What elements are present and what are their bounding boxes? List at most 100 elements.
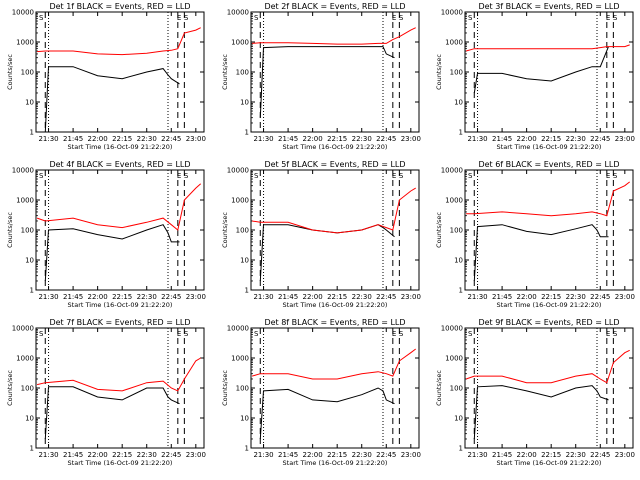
x-tick-label: 23:00 [615,293,635,301]
event-marker-label: E [606,172,610,180]
x-axis-label: Start Time (16-Oct-09 21:22:20) [68,143,173,151]
event-marker-label: S [254,14,259,22]
x-tick-label: 22:15 [541,135,561,143]
events-series-line [473,46,609,94]
x-tick-label: 22:00 [303,135,323,143]
event-marker-label: S [613,14,618,22]
y-tick-label: 10000 [441,9,463,17]
y-tick-label: 1000 [16,39,34,47]
y-axis-label: Counts/sec [435,54,443,90]
x-tick-label: 22:00 [88,293,108,301]
x-tick-label: 22:30 [137,451,157,459]
panel-title: Det 7f BLACK = Events, RED = LLD [49,318,190,327]
x-tick-label: 22:15 [112,293,132,301]
x-tick-label: 22:45 [376,135,396,143]
x-tick-label: 22:45 [161,451,181,459]
x-tick-label: 22:30 [566,451,586,459]
plot-frame [464,327,634,449]
event-marker-label: S [184,330,189,338]
y-tick-label: 100 [450,227,463,235]
plot-frame [464,169,634,291]
event-marker-label: S [613,172,618,180]
x-tick-label: 21:30 [38,135,58,143]
lld-series-line [37,27,201,56]
y-axis-label: Counts/sec [6,54,14,90]
x-tick-label: 23:00 [186,451,206,459]
x-axis-label: Start Time (16-Oct-09 21:22:20) [283,301,388,309]
panel-title: Det 4f BLACK = Events, RED = LLD [49,160,190,169]
y-tick-label: 1000 [16,197,34,205]
plot-frame [35,169,205,291]
x-axis-label: Start Time (16-Oct-09 21:22:20) [497,143,602,151]
event-marker-label: S [184,172,189,180]
y-tick-label: 1 [30,287,34,295]
event-marker-label: E [177,172,181,180]
x-tick-label: 22:15 [327,451,347,459]
plot-frame [250,169,420,291]
y-tick-label: 1 [459,287,463,295]
lld-series-line [465,44,630,52]
y-tick-label: 10000 [12,9,34,17]
y-tick-label: 1 [459,445,463,453]
y-tick-label: 1000 [445,39,463,47]
plot-frame [250,11,420,133]
x-tick-label: 21:45 [492,451,512,459]
x-tick-label: 23:00 [186,135,206,143]
lld-series-line [36,357,201,392]
event-marker-label: S [184,14,189,22]
y-tick-label: 10000 [12,167,34,175]
det-panel: Det 1f BLACK = Events, RED = LLD Start Ti… [6,2,206,151]
events-series-line [259,46,395,118]
x-tick-label: 21:45 [63,293,83,301]
y-axis-label: Counts/sec [221,370,229,406]
event-marker-label: E [177,14,181,22]
det-panel: Det 4f BLACK = Events, RED = LLD Start Ti… [6,160,206,309]
x-tick-label: 21:45 [278,293,298,301]
y-tick-label: 10 [25,415,34,423]
event-marker-label: E [177,330,181,338]
event-marker-label: S [613,330,618,338]
y-tick-label: 10000 [441,167,463,175]
det-panel: Det 5f BLACK = Events, RED = LLD Start Ti… [221,160,421,309]
x-tick-label: 23:00 [401,135,421,143]
event-marker-label: E [392,330,396,338]
lld-series-line [251,348,417,380]
x-tick-label: 23:00 [401,451,421,459]
x-tick-label: 22:45 [161,293,181,301]
x-tick-label: 22:30 [137,293,157,301]
x-tick-label: 21:30 [38,293,58,301]
x-tick-label: 22:45 [376,293,396,301]
x-tick-label: 21:30 [467,451,487,459]
y-tick-label: 10000 [12,325,34,333]
event-marker-label: E [392,14,396,22]
y-tick-label: 100 [21,69,34,77]
det-panel: Det 6f BLACK = Events, RED = LLD Start Ti… [435,160,635,309]
x-tick-label: 22:45 [376,451,396,459]
y-tick-label: 1000 [231,39,249,47]
y-tick-label: 100 [21,227,34,235]
events-series-line [44,224,180,282]
y-tick-label: 1000 [231,355,249,363]
x-tick-label: 21:45 [278,451,298,459]
x-tick-label: 21:45 [492,135,512,143]
y-axis-label: Counts/sec [221,54,229,90]
x-tick-label: 22:00 [88,135,108,143]
panel-title: Det 3f BLACK = Events, RED = LLD [478,2,619,11]
x-tick-label: 22:30 [352,135,372,143]
y-axis-label: Counts/sec [221,212,229,248]
plot-frame [35,11,205,133]
y-tick-label: 10000 [441,325,463,333]
x-tick-label: 22:15 [112,451,132,459]
y-tick-label: 10 [240,257,249,265]
x-axis-label: Start Time (16-Oct-09 21:22:20) [283,459,388,467]
x-tick-label: 23:00 [186,293,206,301]
event-marker-label: S [39,330,44,338]
event-marker-label: S [468,172,473,180]
det-panel: Det 3f BLACK = Events, RED = LLD Start Ti… [435,2,635,151]
y-axis-label: Counts/sec [6,370,14,406]
x-tick-label: 21:45 [492,293,512,301]
y-tick-label: 1 [245,287,249,295]
y-tick-label: 10000 [227,325,249,333]
x-axis-label: Start Time (16-Oct-09 21:22:20) [68,301,173,309]
y-tick-label: 1000 [231,197,249,205]
